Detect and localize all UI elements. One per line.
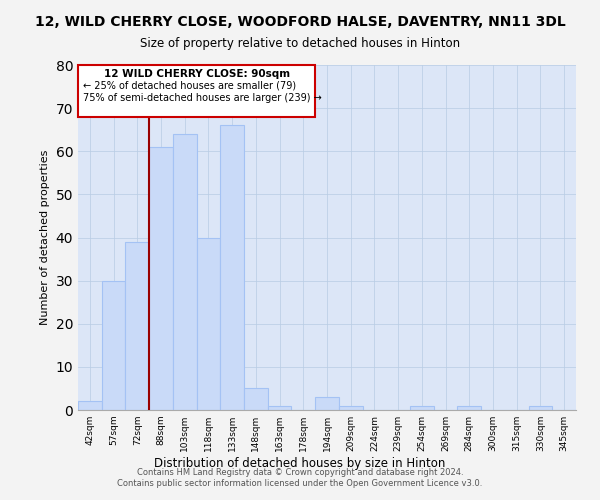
Text: Distribution of detached houses by size in Hinton: Distribution of detached houses by size … xyxy=(154,458,446,470)
Bar xyxy=(529,406,552,410)
Bar xyxy=(410,406,434,410)
Bar xyxy=(125,242,149,410)
FancyBboxPatch shape xyxy=(78,65,315,117)
Bar xyxy=(339,406,362,410)
Text: ← 25% of detached houses are smaller (79): ← 25% of detached houses are smaller (79… xyxy=(83,80,296,90)
Text: Size of property relative to detached houses in Hinton: Size of property relative to detached ho… xyxy=(140,38,460,51)
Bar xyxy=(315,397,339,410)
Bar xyxy=(102,280,125,410)
Y-axis label: Number of detached properties: Number of detached properties xyxy=(40,150,50,325)
Bar xyxy=(244,388,268,410)
Bar xyxy=(78,402,102,410)
Bar xyxy=(268,406,292,410)
Bar xyxy=(197,238,220,410)
Text: 12 WILD CHERRY CLOSE: 90sqm: 12 WILD CHERRY CLOSE: 90sqm xyxy=(104,70,290,80)
Text: 75% of semi-detached houses are larger (239) →: 75% of semi-detached houses are larger (… xyxy=(83,93,322,103)
Text: Contains HM Land Registry data © Crown copyright and database right 2024.
Contai: Contains HM Land Registry data © Crown c… xyxy=(118,468,482,487)
Bar xyxy=(173,134,197,410)
Text: 12, WILD CHERRY CLOSE, WOODFORD HALSE, DAVENTRY, NN11 3DL: 12, WILD CHERRY CLOSE, WOODFORD HALSE, D… xyxy=(35,15,565,29)
Bar xyxy=(220,126,244,410)
Bar xyxy=(149,147,173,410)
Bar xyxy=(457,406,481,410)
